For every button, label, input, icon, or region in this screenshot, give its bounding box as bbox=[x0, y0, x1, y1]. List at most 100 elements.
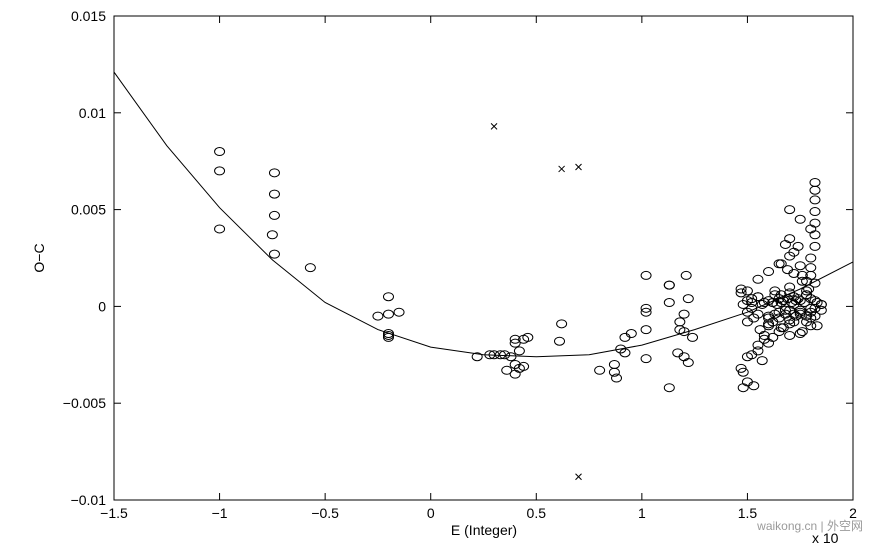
data-point bbox=[735, 288, 747, 298]
x-tick-label: 2 bbox=[849, 505, 857, 521]
data-point bbox=[509, 334, 521, 344]
data-point bbox=[809, 218, 821, 228]
data-point bbox=[784, 205, 796, 215]
outlier-stroke bbox=[575, 473, 582, 481]
data-point bbox=[513, 346, 525, 356]
x-exponent-label: x 10 bbox=[812, 530, 839, 546]
data-point bbox=[640, 354, 652, 364]
data-point bbox=[809, 195, 821, 205]
data-point bbox=[682, 358, 694, 368]
data-point bbox=[792, 241, 804, 251]
x-tick-label: −0.5 bbox=[311, 505, 339, 521]
data-point bbox=[522, 332, 534, 342]
data-point bbox=[805, 313, 817, 323]
data-point bbox=[782, 265, 794, 275]
data-point bbox=[748, 381, 760, 391]
outlier-marker bbox=[575, 473, 582, 481]
data-point bbox=[746, 294, 758, 304]
data-point bbox=[811, 321, 823, 331]
data-point bbox=[382, 330, 394, 340]
data-point bbox=[790, 311, 802, 321]
data-point bbox=[382, 329, 394, 339]
outlier-marker bbox=[558, 165, 565, 173]
data-points bbox=[214, 147, 827, 393]
fit-curve-group bbox=[113, 71, 854, 358]
data-point bbox=[803, 284, 815, 294]
data-point bbox=[619, 348, 631, 358]
axes-rect bbox=[113, 15, 854, 501]
data-point bbox=[663, 280, 675, 290]
outlier-marker bbox=[575, 163, 582, 171]
data-point bbox=[784, 330, 796, 340]
data-point bbox=[268, 189, 280, 199]
data-point bbox=[509, 338, 521, 348]
data-point bbox=[809, 278, 821, 288]
data-point bbox=[773, 259, 785, 269]
data-point bbox=[763, 296, 775, 306]
data-point bbox=[811, 298, 823, 308]
data-point bbox=[775, 259, 787, 269]
data-point bbox=[663, 383, 675, 393]
x-tick-label: −1 bbox=[212, 505, 228, 521]
data-point bbox=[805, 263, 817, 273]
data-point bbox=[794, 214, 806, 224]
data-point bbox=[786, 298, 798, 308]
data-point bbox=[680, 270, 692, 280]
data-point bbox=[687, 332, 699, 342]
data-point bbox=[752, 274, 764, 284]
data-point bbox=[678, 327, 690, 337]
data-point bbox=[640, 270, 652, 280]
data-point bbox=[682, 294, 694, 304]
data-point bbox=[304, 263, 316, 273]
data-point bbox=[815, 305, 827, 315]
data-point bbox=[777, 296, 789, 306]
data-point bbox=[794, 296, 806, 306]
data-point bbox=[737, 367, 749, 377]
data-point bbox=[268, 249, 280, 259]
data-point bbox=[737, 383, 749, 393]
data-point bbox=[763, 267, 775, 277]
x-axis-title: E (Integer) bbox=[451, 522, 517, 538]
data-point bbox=[674, 317, 686, 327]
data-point bbox=[735, 363, 747, 373]
data-point bbox=[372, 311, 384, 321]
data-point bbox=[805, 224, 817, 234]
data-point bbox=[809, 230, 821, 240]
data-point bbox=[268, 168, 280, 178]
y-tick-label: −0.01 bbox=[71, 492, 107, 508]
data-point bbox=[640, 307, 652, 317]
data-point bbox=[767, 332, 779, 342]
data-point bbox=[266, 230, 278, 240]
data-point bbox=[214, 224, 226, 234]
data-point bbox=[809, 241, 821, 251]
data-point bbox=[471, 352, 483, 362]
data-point bbox=[746, 303, 758, 313]
data-point bbox=[509, 369, 521, 379]
data-point bbox=[741, 317, 753, 327]
x-tick-label: 1.5 bbox=[738, 505, 758, 521]
x-tick-label: 1 bbox=[638, 505, 646, 521]
data-point bbox=[619, 332, 631, 342]
y-tick-label: 0.015 bbox=[71, 8, 106, 24]
data-point bbox=[741, 286, 753, 296]
data-point bbox=[382, 309, 394, 319]
data-point bbox=[796, 276, 808, 286]
data-point bbox=[763, 311, 775, 321]
data-point bbox=[784, 234, 796, 244]
data-point bbox=[809, 185, 821, 195]
data-point bbox=[735, 284, 747, 294]
y-tick-label: 0 bbox=[98, 298, 106, 314]
data-point bbox=[499, 350, 511, 360]
outlier-marker bbox=[490, 122, 498, 130]
data-point bbox=[784, 282, 796, 292]
data-point bbox=[779, 305, 791, 315]
data-point bbox=[494, 350, 506, 360]
data-point bbox=[752, 340, 764, 350]
data-point bbox=[788, 268, 800, 278]
data-point bbox=[608, 367, 620, 377]
data-point bbox=[488, 350, 500, 360]
data-point bbox=[678, 352, 690, 362]
data-point bbox=[663, 298, 675, 308]
fit-curve bbox=[113, 71, 854, 358]
